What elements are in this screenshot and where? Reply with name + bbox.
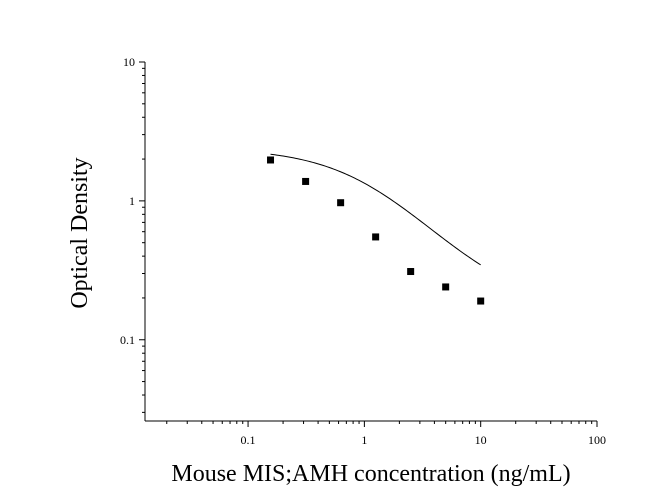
y-axis-title: Optical Density	[67, 157, 93, 308]
y-tick-label: 1	[129, 194, 135, 208]
x-tick-label: 1	[361, 433, 367, 447]
x-axis: 0.1 1 10 100 Mouse MIS;AMH concentration (n…	[145, 420, 606, 487]
data-point	[267, 156, 275, 164]
y-axis: 0.1 1 10 Optical Density	[67, 55, 146, 421]
data-point	[477, 297, 485, 305]
y-ticks: 0.1 1 10	[120, 55, 145, 413]
x-ticks: 0.1 1 10 100	[166, 421, 606, 447]
data-point	[302, 177, 310, 185]
x-axis-title: Mouse MIS;AMH concentration (ng/mL)	[171, 461, 570, 487]
data-point	[407, 268, 415, 276]
x-tick-label: 10	[475, 433, 487, 447]
data-point	[442, 283, 450, 291]
y-tick-label: 0.1	[120, 333, 135, 347]
data-point	[337, 199, 345, 207]
x-tick-label: 0.1	[241, 433, 256, 447]
data-point	[372, 233, 380, 241]
plot-area	[267, 153, 485, 305]
x-tick-label: 100	[588, 433, 606, 447]
fit-curve	[270, 153, 481, 266]
y-tick-label: 10	[123, 55, 135, 69]
